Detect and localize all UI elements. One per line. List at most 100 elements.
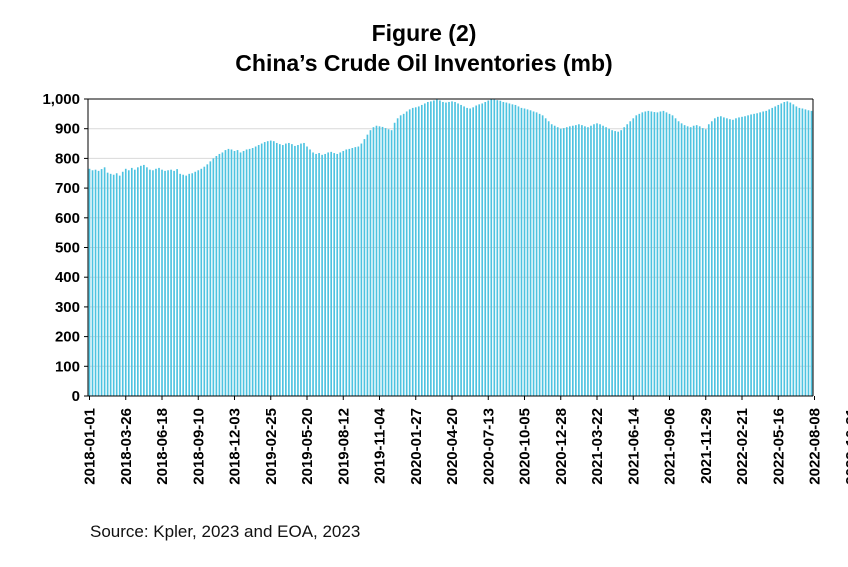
bar	[605, 127, 607, 397]
bar	[753, 113, 755, 396]
bar	[641, 112, 644, 397]
bar	[442, 101, 444, 396]
bar	[587, 127, 589, 397]
bar	[502, 101, 505, 396]
bar	[306, 146, 308, 396]
x-tick-label: 2021-09-06	[662, 408, 679, 485]
bar	[771, 107, 774, 396]
bar	[523, 108, 526, 396]
bar	[381, 126, 384, 397]
bar	[469, 108, 471, 396]
bar	[680, 123, 683, 396]
bar	[695, 125, 698, 396]
x-tick-label: 2019-05-20	[299, 408, 316, 485]
bar	[777, 104, 780, 396]
bar	[768, 109, 771, 396]
bar	[288, 142, 290, 396]
bar	[653, 112, 656, 396]
bar	[393, 122, 396, 396]
bar	[423, 103, 426, 396]
figure-number: Figure (2)	[371, 20, 477, 46]
chart-title: Figure (2) China’s Crude Oil Inventories…	[0, 18, 848, 78]
bar	[738, 117, 740, 396]
bar	[556, 127, 559, 397]
bar	[363, 139, 366, 396]
x-tick-label: 2019-11-04	[372, 407, 389, 484]
y-tick-label: 300	[55, 299, 80, 316]
bar	[689, 127, 692, 397]
bar	[671, 115, 674, 396]
bar	[713, 118, 716, 396]
bar	[550, 124, 553, 396]
bar	[402, 113, 405, 396]
bar	[644, 111, 647, 396]
bar	[541, 115, 544, 396]
bar	[405, 111, 408, 396]
bar	[795, 106, 798, 397]
bar	[387, 129, 390, 397]
bar	[155, 168, 157, 396]
bar	[436, 99, 438, 396]
y-tick-label: 800	[55, 150, 80, 167]
bar	[547, 121, 550, 397]
bar	[572, 125, 574, 396]
bar	[520, 107, 523, 396]
bar	[783, 101, 786, 396]
axes	[87, 98, 814, 397]
bar	[762, 111, 764, 396]
bar	[804, 109, 807, 396]
bar	[481, 103, 484, 396]
bar	[457, 103, 459, 396]
x-axis-ticks: 2018-01-01 2018-03-26 2018-06-18 2018-09-10…	[82, 396, 848, 485]
bar	[179, 173, 181, 396]
bar	[408, 109, 411, 396]
bar	[451, 101, 453, 396]
bar	[209, 161, 212, 396]
bar	[599, 124, 601, 396]
bar	[369, 130, 372, 396]
source-note: Source: Kpler, 2023 and EOA, 2023	[90, 522, 361, 541]
bar	[463, 106, 465, 397]
bar	[321, 154, 323, 396]
bar	[505, 102, 508, 396]
bar	[227, 148, 230, 396]
bar	[224, 150, 227, 396]
bar	[245, 149, 248, 396]
bar	[659, 111, 662, 396]
bar	[786, 101, 789, 396]
x-tick-label: 2018-03-26	[118, 408, 135, 485]
bar	[807, 110, 810, 396]
bar	[581, 125, 583, 396]
bar	[735, 118, 737, 396]
bar	[366, 134, 369, 396]
bar	[212, 158, 215, 396]
y-tick-label: 500	[55, 240, 80, 257]
bar	[197, 170, 200, 396]
bar	[143, 164, 145, 396]
bar	[309, 149, 311, 396]
bar	[460, 104, 462, 396]
bar	[251, 148, 254, 396]
bar	[617, 131, 619, 397]
bar	[266, 141, 269, 396]
bar	[396, 118, 399, 396]
y-tick-label: 100	[55, 358, 80, 375]
bar	[665, 112, 668, 397]
bar	[789, 102, 792, 396]
bar	[608, 128, 610, 396]
bar	[342, 150, 345, 396]
bar	[137, 167, 139, 396]
bar	[590, 125, 592, 396]
bar	[339, 152, 342, 396]
bar	[511, 104, 514, 396]
bar	[741, 116, 743, 396]
bar	[360, 143, 363, 396]
bar	[336, 153, 339, 396]
x-tick-label: 2018-09-10	[190, 408, 207, 485]
bar	[710, 121, 713, 397]
bar	[127, 170, 130, 396]
bar	[399, 115, 402, 396]
x-tick-label: 2022-02-21	[734, 408, 751, 485]
x-tick-label: 2021-11-29	[698, 408, 715, 484]
bar	[333, 153, 336, 396]
